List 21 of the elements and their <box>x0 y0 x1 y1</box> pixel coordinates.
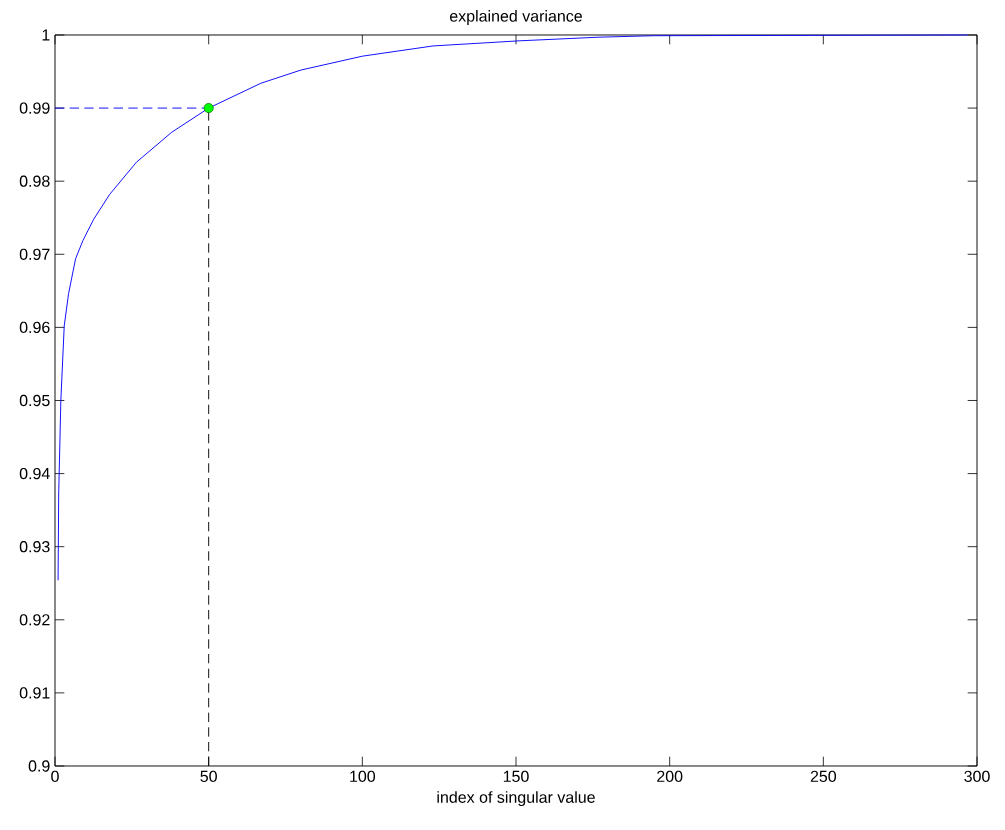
x-tick-label: 50 <box>200 770 217 783</box>
x-axis-title: index of singular value <box>437 791 595 807</box>
y-tick-label: 0.95 <box>19 394 50 407</box>
x-tick-label: 250 <box>810 770 837 783</box>
x-tick-label: 200 <box>657 770 683 783</box>
y-tick-label: 1 <box>42 29 50 41</box>
y-tick-label: 0.9 <box>28 760 50 772</box>
x-tick-label: 150 <box>503 770 529 783</box>
x-tick-label: 0 <box>51 770 59 783</box>
y-tick-label: 0.98 <box>19 175 50 187</box>
chart-title: explained variance <box>449 10 582 25</box>
y-tick-label: 0.94 <box>19 467 50 480</box>
y-tick-label: 0.97 <box>19 248 50 260</box>
line-series <box>57 34 969 581</box>
y-tick-label: 0.99 <box>19 102 50 114</box>
x-tick-label: 300 <box>964 770 990 783</box>
y-tick-label: 0.91 <box>19 687 50 699</box>
y-tick-label: 0.93 <box>19 541 50 553</box>
y-tick-label: 0.96 <box>19 321 50 334</box>
x-tick-label: 100 <box>350 770 376 783</box>
y-tick-label: 0.92 <box>19 614 50 626</box>
